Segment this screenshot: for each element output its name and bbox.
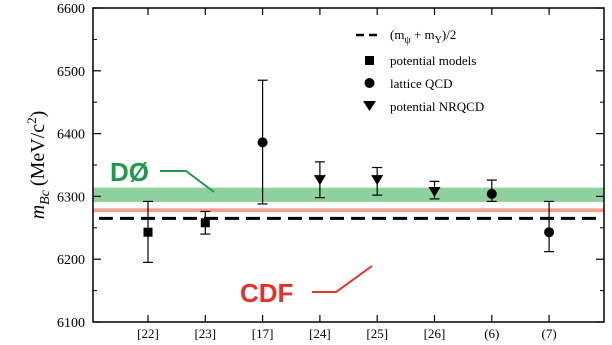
ref-label-main: (m bbox=[390, 27, 404, 42]
ref-label-end: )/2 bbox=[442, 27, 456, 42]
y-label-units: (MeV/c bbox=[27, 124, 49, 186]
legend-square-marker bbox=[365, 56, 374, 65]
y-tick-label: 6200 bbox=[57, 253, 85, 268]
triangle-marker bbox=[371, 175, 384, 186]
ref-label-sub1: ψ bbox=[404, 35, 411, 46]
y-tick-label: 6400 bbox=[57, 128, 85, 143]
band-d0 bbox=[93, 187, 604, 203]
data-point-23 bbox=[200, 210, 211, 235]
y-label-sub: Bc bbox=[38, 189, 53, 205]
x-category-label: [26] bbox=[424, 326, 446, 341]
category-labels: [22] [23] [17] [24] [25] [26] (6) (7) bbox=[137, 326, 557, 341]
x-category-label: [23] bbox=[194, 326, 216, 341]
axis-ticks: 6100 6200 6300 6400 6500 6600 bbox=[57, 2, 604, 331]
circle-marker bbox=[257, 137, 268, 148]
y-tick-label: 6600 bbox=[57, 2, 85, 17]
triangle-marker bbox=[313, 175, 326, 186]
circle-marker bbox=[544, 227, 555, 238]
circle-marker bbox=[486, 188, 497, 199]
data-point-6 bbox=[486, 179, 497, 203]
data-point-25 bbox=[371, 166, 384, 196]
data-point-7 bbox=[544, 200, 555, 253]
data-point-22 bbox=[143, 200, 153, 263]
y-label-close: ) bbox=[27, 111, 49, 118]
data-point-17 bbox=[257, 79, 268, 205]
ref-label-sub2: Υ bbox=[435, 35, 442, 46]
x-category-label: [25] bbox=[366, 326, 388, 341]
y-label-sup: 2 bbox=[24, 117, 39, 124]
data-points bbox=[143, 79, 555, 263]
cdf-label: CDF bbox=[240, 278, 293, 308]
square-marker bbox=[200, 218, 210, 228]
data-point-26 bbox=[428, 180, 441, 200]
ref-label-plus: + m bbox=[411, 27, 435, 42]
d0-label: DØ bbox=[110, 157, 149, 187]
d0-annotation: DØ bbox=[110, 157, 215, 193]
legend-circle-marker bbox=[364, 78, 375, 88]
d0-pointer bbox=[160, 170, 215, 193]
legend-potential-nrqcd-label: potential NRQCD bbox=[390, 99, 484, 114]
x-category-label: (7) bbox=[542, 326, 557, 341]
legend-reference-label: (mψ + mΥ)/2 bbox=[390, 27, 456, 46]
cdf-annotation: CDF bbox=[240, 265, 373, 308]
y-tick-label: 6300 bbox=[57, 190, 85, 205]
x-category-label: [17] bbox=[252, 326, 274, 341]
cdf-pointer bbox=[312, 265, 373, 293]
legend-potential-models-label: potential models bbox=[390, 53, 476, 68]
legend: (mψ + mΥ)/2 potential models lattice QCD… bbox=[356, 27, 484, 114]
measurement-bands bbox=[93, 187, 604, 213]
y-label-main: m bbox=[27, 205, 49, 219]
x-category-label: (6) bbox=[484, 326, 499, 341]
legend-lattice-qcd-label: lattice QCD bbox=[390, 76, 452, 91]
plot-frame bbox=[92, 7, 605, 323]
band-cdf bbox=[93, 208, 604, 213]
data-point-24 bbox=[313, 161, 326, 199]
triangle-marker bbox=[428, 187, 441, 198]
x-category-label: [22] bbox=[137, 326, 159, 341]
legend-triangle-marker bbox=[363, 101, 376, 111]
x-category-label: [24] bbox=[309, 326, 331, 341]
square-marker bbox=[143, 227, 153, 237]
y-tick-label: 6500 bbox=[57, 65, 85, 80]
y-axis-label: mBc (MeV/c2) bbox=[24, 111, 53, 220]
y-tick-label: 6100 bbox=[57, 316, 85, 331]
